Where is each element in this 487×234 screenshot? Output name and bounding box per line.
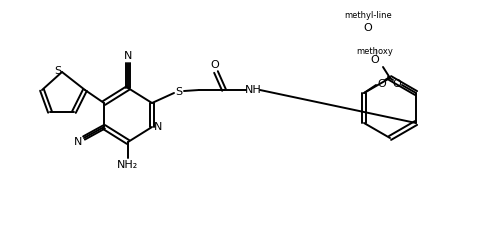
- Text: |: |: [374, 48, 376, 55]
- Text: S: S: [175, 87, 183, 97]
- Text: NH₂: NH₂: [117, 160, 139, 170]
- Text: methoxy: methoxy: [356, 47, 393, 55]
- Text: N: N: [74, 137, 82, 147]
- Text: NH: NH: [244, 85, 262, 95]
- Text: N: N: [124, 51, 132, 61]
- Text: O: O: [210, 60, 219, 70]
- Text: O: O: [393, 79, 401, 89]
- Text: O: O: [377, 79, 386, 89]
- Text: O: O: [371, 55, 379, 65]
- Text: methyl-line: methyl-line: [344, 11, 392, 21]
- Text: S: S: [55, 66, 61, 76]
- Text: O: O: [364, 23, 373, 33]
- Text: N: N: [154, 122, 162, 132]
